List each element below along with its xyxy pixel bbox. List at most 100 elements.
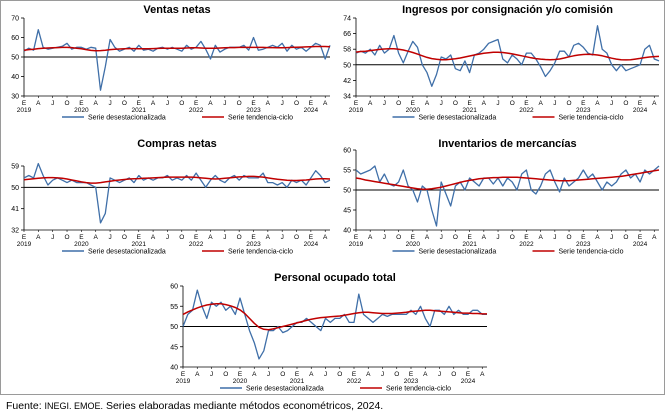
x-tick-label: E xyxy=(467,234,472,241)
x-year-label: 2021 xyxy=(132,241,147,248)
x-tick-label: J xyxy=(267,371,270,378)
trend-cycle-line xyxy=(23,45,331,52)
x-tick-label: A xyxy=(482,100,487,107)
legend-label-trend: Serie tendencia-ciclo xyxy=(559,115,624,122)
x-tick-label: E xyxy=(409,371,414,378)
x-tick-label: A xyxy=(368,234,373,241)
x-tick-label: A xyxy=(151,234,156,241)
x-tick-label: A xyxy=(425,234,430,241)
x-tick-label: A xyxy=(195,371,200,378)
x-tick-label: J xyxy=(610,100,613,107)
x-tick-label: A xyxy=(595,234,600,241)
x-tick-label: E xyxy=(79,100,84,107)
x-tick-label: J xyxy=(553,234,556,241)
x-tick-label: E xyxy=(22,100,27,107)
x-year-label: 2019 xyxy=(176,378,191,385)
x-tick-label: E xyxy=(22,234,27,241)
x-year-label: 2022 xyxy=(189,107,204,114)
source-label: Fuente: xyxy=(6,400,42,412)
x-year-label: 2020 xyxy=(233,378,248,385)
x-tick-label: E xyxy=(309,234,314,241)
x-tick-label: A xyxy=(595,100,600,107)
x-year-label: 2022 xyxy=(519,107,534,114)
x-tick-label: E xyxy=(467,100,472,107)
legend-label-trend: Serie tendencia-ciclo xyxy=(228,115,293,122)
x-tick-label: O xyxy=(237,100,242,107)
y-tick-label: 45 xyxy=(170,344,178,351)
x-tick-label: J xyxy=(166,100,169,107)
x-year-label: 2024 xyxy=(633,107,648,114)
x-tick-label: O xyxy=(294,100,299,107)
y-tick-label: 66 xyxy=(343,31,351,38)
x-year-label: 2023 xyxy=(576,107,591,114)
x-tick-label: E xyxy=(354,234,359,241)
x-tick-label: A xyxy=(425,100,430,107)
x-tick-label: A xyxy=(366,371,371,378)
x-tick-label: A xyxy=(480,371,485,378)
source-note: Fuente: INEGI. EMOE. Series elaboradas m… xyxy=(6,400,383,412)
x-tick-label: E xyxy=(137,100,142,107)
legend-label-trend: Serie tendencia-ciclo xyxy=(228,249,293,256)
x-tick-label: O xyxy=(451,371,456,378)
x-tick-label: O xyxy=(623,100,628,107)
x-tick-label: J xyxy=(383,234,386,241)
y-tick-label: 74 xyxy=(343,16,351,23)
x-tick-label: J xyxy=(553,100,556,107)
x-tick-label: A xyxy=(151,100,156,107)
x-year-label: 2019 xyxy=(349,241,364,248)
seasonally-adjusted-line xyxy=(23,162,331,224)
x-tick-label: J xyxy=(496,100,499,107)
x-tick-label: A xyxy=(36,234,41,241)
x-tick-label: E xyxy=(181,371,186,378)
x-tick-label: E xyxy=(524,100,529,107)
x-tick-label: E xyxy=(638,234,643,241)
x-year-label: 2022 xyxy=(347,378,362,385)
x-tick-label: A xyxy=(36,100,41,107)
y-tick-label: 50 xyxy=(343,188,351,195)
figure-frame xyxy=(0,0,665,395)
legend-label-sa: Serie desestacionalizada xyxy=(419,249,497,256)
x-tick-label: O xyxy=(122,234,127,241)
x-tick-label: J xyxy=(383,100,386,107)
x-tick-label: J xyxy=(610,234,613,241)
x-tick-label: O xyxy=(394,371,399,378)
x-tick-label: A xyxy=(252,371,257,378)
x-tick-label: O xyxy=(294,234,299,241)
chart-3: Compras netas 32 41 50 59 E A J O E A J O E A J O E A J O E A J… xyxy=(11,138,331,256)
x-year-label: 2020 xyxy=(406,241,421,248)
trend-cycle-line xyxy=(355,169,660,190)
x-tick-label: J xyxy=(440,100,443,107)
x-tick-label: E xyxy=(238,371,243,378)
x-year-label: 2020 xyxy=(406,107,421,114)
x-tick-label: J xyxy=(108,234,111,241)
x-tick-label: J xyxy=(223,234,226,241)
x-tick-label: O xyxy=(510,234,515,241)
x-year-label: 2024 xyxy=(304,241,319,248)
x-year-label: 2021 xyxy=(290,378,305,385)
x-year-label: 2019 xyxy=(349,107,364,114)
x-tick-label: A xyxy=(208,100,213,107)
y-tick-label: 59 xyxy=(11,164,19,171)
x-tick-label: J xyxy=(440,234,443,241)
x-tick-label: J xyxy=(51,100,54,107)
x-tick-label: A xyxy=(208,234,213,241)
trend-cycle-line xyxy=(355,48,660,61)
x-tick-label: O xyxy=(65,234,70,241)
legend-label-sa: Serie desestacionalizada xyxy=(246,386,324,393)
x-tick-label: O xyxy=(237,234,242,241)
x-tick-label: A xyxy=(652,234,657,241)
legend-label-trend: Serie tendencia-ciclo xyxy=(559,249,624,256)
x-tick-label: J xyxy=(381,371,384,378)
x-tick-label: A xyxy=(309,371,314,378)
x-tick-label: J xyxy=(496,234,499,241)
x-tick-label: J xyxy=(438,371,441,378)
y-tick-label: 30 xyxy=(11,94,19,101)
x-tick-label: A xyxy=(266,234,271,241)
chart-5: Personal ocupado total 40 45 50 55 60 E A J O E A J O… xyxy=(170,272,487,393)
x-tick-label: J xyxy=(324,371,327,378)
y-tick-label: 55 xyxy=(170,304,178,311)
x-tick-label: E xyxy=(79,234,84,241)
x-year-label: 2023 xyxy=(246,107,261,114)
x-tick-label: A xyxy=(94,234,99,241)
x-tick-label: A xyxy=(323,100,328,107)
